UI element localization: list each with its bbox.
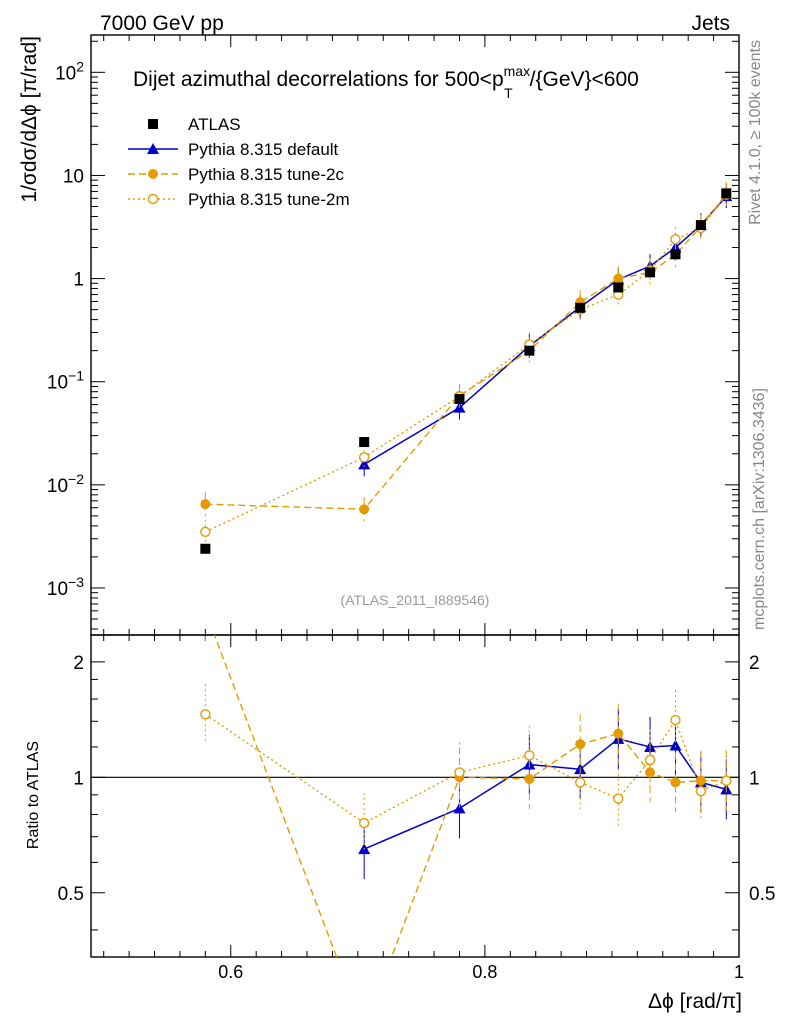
data-point	[200, 499, 211, 510]
data-point	[670, 249, 681, 260]
ratio-point	[670, 777, 681, 788]
series-line	[205, 193, 727, 510]
data-point	[613, 282, 624, 293]
data-point	[454, 393, 465, 404]
ratio-point	[644, 754, 656, 766]
ratio-point	[613, 793, 624, 804]
y-tick-label: 1	[73, 270, 84, 291]
y-tick-label: 10−1	[47, 368, 84, 394]
ratio-line	[204, 713, 727, 824]
y-tick-label: 10−3	[47, 574, 84, 600]
data-point	[200, 526, 211, 538]
ratio-line	[363, 737, 727, 850]
title-sup: max	[504, 63, 530, 79]
header-right: Jets	[691, 12, 730, 35]
legend-label: Pythia 8.315 tune-2c	[188, 165, 344, 184]
data-point	[670, 234, 681, 245]
x-tick-label: 0.8	[472, 962, 497, 982]
legend-marker	[147, 193, 159, 205]
data-point	[721, 188, 732, 199]
ratio-point	[575, 739, 586, 750]
mcplots-label: mcplots.cern.ch [arXiv:1306.3436]	[751, 388, 768, 630]
ratio-point	[200, 709, 211, 720]
rivet-label: Rivet 4.1.0, ≥ 100k events	[747, 40, 764, 225]
x-axis-label: Δϕ [rad/π]	[648, 990, 742, 1013]
data-point	[359, 437, 370, 448]
ratio-frame	[90, 634, 740, 958]
legend-marker	[148, 169, 158, 179]
ratio-point	[645, 767, 656, 778]
ratio-point	[524, 773, 535, 784]
data-point	[200, 543, 211, 554]
y-axis-label: 1/σdσ/dΔϕ [π/rad]	[18, 36, 41, 203]
ratio-point	[721, 775, 732, 786]
ratio-point	[574, 777, 586, 788]
ratio-line	[213, 635, 727, 957]
x-tick-label: 0.6	[218, 962, 243, 982]
ratio-tick-label: 0.5	[58, 884, 84, 905]
chart-title: Dijet azimuthal decorrelations for 500<p…	[133, 63, 639, 101]
analysis-id: (ATLAS_2011_I889546)	[341, 592, 490, 608]
ratio-tick-label-right: 1	[749, 768, 760, 789]
data-point	[695, 220, 706, 231]
data-point	[358, 452, 370, 463]
ratio-point	[200, 606, 210, 616]
title-main: Dijet azimuthal decorrelations for 500<p	[133, 68, 504, 91]
ratio-point	[524, 750, 535, 761]
ratio-point	[695, 786, 707, 797]
legend-label: Pythia 8.315 default	[188, 140, 339, 159]
ratio-panel: 0.6 0.8 1 0.5 0.5 1 1 2 2	[58, 606, 775, 982]
legend-label: ATLAS	[188, 115, 241, 134]
ratio-tick-label-right: 0.5	[749, 884, 775, 905]
ratio-point	[358, 817, 370, 829]
data-point	[613, 273, 624, 284]
ratio-tick-label: 2	[73, 653, 84, 674]
x-tick-label: 1	[734, 962, 744, 982]
legend-marker	[148, 119, 158, 129]
data-point	[575, 302, 586, 313]
ratio-point	[453, 802, 466, 814]
legend-marker	[147, 143, 159, 154]
series-line	[205, 194, 727, 533]
data-point	[358, 458, 371, 470]
data-point	[645, 267, 656, 278]
title-sub: T	[504, 85, 513, 101]
ratio-y-label: Ratio to ATLAS	[25, 741, 42, 849]
header-left: 7000 GeV pp	[100, 12, 224, 35]
main-plot-area	[200, 182, 733, 554]
data-point	[524, 345, 535, 356]
ratio-tick-label-right: 2	[749, 653, 760, 674]
ratio-point	[669, 739, 682, 751]
y-tick-label: 10	[63, 166, 84, 187]
ratio-plot-area	[200, 606, 733, 957]
ratio-point	[613, 728, 624, 739]
title-tail: /{GeV}<600	[530, 68, 639, 91]
legend: ATLAS Pythia 8.315 default Pythia 8.315 tu…	[128, 115, 350, 209]
data-point	[359, 504, 370, 515]
legend-label: Pythia 8.315 tune-2m	[188, 190, 350, 209]
ratio-tick-label: 1	[73, 768, 84, 789]
y-tick-label: 10−2	[47, 471, 84, 497]
main-panel: 10−3 10−2 10−1 1 10 102	[47, 34, 740, 957]
y-tick-label: 102	[55, 58, 84, 84]
ratio-point	[670, 714, 681, 726]
ratio-point	[454, 767, 465, 778]
